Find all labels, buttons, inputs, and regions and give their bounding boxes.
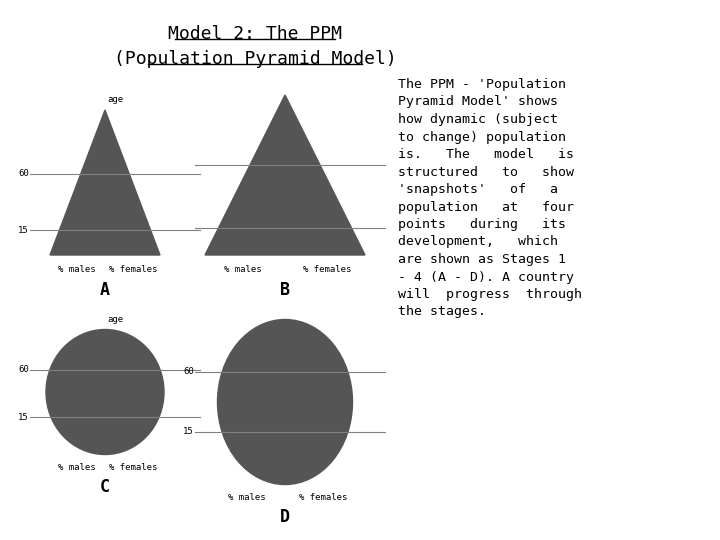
Ellipse shape [46,329,164,455]
Text: % males: % males [224,265,262,274]
Text: 60: 60 [18,170,29,178]
Text: A: A [100,281,110,299]
Ellipse shape [217,320,353,484]
Text: 60: 60 [18,366,29,375]
Polygon shape [205,95,365,255]
Text: % females: % females [303,265,351,274]
Text: % females: % females [109,462,157,471]
Text: % females: % females [299,492,347,502]
Text: The PPM - 'Population
Pyramid Model' shows
how dynamic (subject
to change) popul: The PPM - 'Population Pyramid Model' sho… [398,78,582,319]
Text: 60: 60 [184,368,194,376]
Text: C: C [100,478,110,496]
Text: % males: % males [58,462,96,471]
Text: Model 2: The PPM: Model 2: The PPM [168,25,342,43]
Text: 15: 15 [18,226,29,235]
Text: B: B [280,281,290,299]
Text: D: D [280,509,290,526]
Text: % males: % males [228,492,266,502]
Text: age: age [107,95,123,104]
Text: 15: 15 [18,413,29,422]
Polygon shape [50,110,160,255]
Text: 15: 15 [184,428,194,436]
Text: % males: % males [58,265,96,274]
Text: (Population Pyramid Model): (Population Pyramid Model) [114,50,397,68]
Text: age: age [107,315,123,324]
Text: % females: % females [109,265,157,274]
